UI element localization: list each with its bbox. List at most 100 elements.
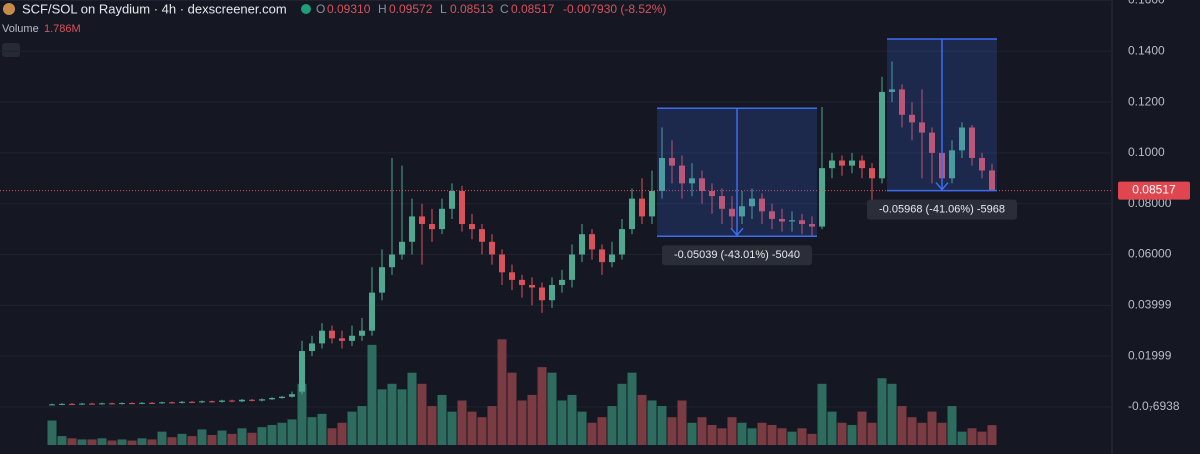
candle-body [289, 394, 295, 397]
candle-body [689, 178, 695, 184]
volume-bar [527, 394, 537, 445]
measure-label: -0.05039 (-43.01%) -5040 [674, 249, 800, 261]
candle-body [889, 89, 895, 92]
measure-label-box [867, 199, 1017, 220]
y-tick-label: 0.1200 [1128, 94, 1165, 108]
volume-bar [117, 439, 127, 445]
candle-body [679, 165, 685, 184]
candle-body [859, 160, 865, 169]
candle-body [479, 229, 485, 242]
volume-bar [377, 389, 387, 445]
candle-body [699, 178, 705, 192]
candle-body [379, 267, 385, 293]
candle-body [449, 191, 455, 209]
y-tick-label: 0.1000 [1128, 145, 1165, 159]
volume-bar [817, 383, 827, 445]
volume-bar [507, 372, 517, 445]
candle-body [589, 234, 595, 250]
measure-arrowhead [935, 182, 949, 191]
volume-bar [857, 411, 867, 445]
candle-body [219, 400, 225, 402]
candle-body [389, 254, 395, 268]
volume-bar [777, 428, 787, 445]
volume-bar [497, 339, 507, 445]
y-tick-label: 0.03999 [1128, 297, 1172, 311]
volume-bar [487, 406, 497, 445]
candle-body [489, 241, 495, 255]
volume-bar [107, 440, 117, 445]
volume-bar [57, 436, 67, 445]
volume-bar [937, 422, 947, 445]
candle-body [639, 198, 645, 217]
candle-body [359, 330, 365, 336]
volume-bar [477, 417, 487, 445]
measure-arrowhead [730, 227, 744, 237]
candle-body [669, 157, 675, 166]
candle-body [49, 404, 55, 406]
collapse-button[interactable] [2, 43, 20, 57]
header-l-key: L [440, 2, 447, 16]
candle-body [119, 403, 125, 405]
volume-bar [457, 400, 467, 445]
candle-body [129, 403, 135, 405]
y-tick-label: -0.0₇6938 [1128, 399, 1180, 413]
candle-body [69, 403, 75, 405]
measure-label: -0.05968 (-41.06%) -5968 [879, 203, 1005, 215]
candle-body [569, 254, 575, 280]
candle-body [779, 218, 785, 222]
candle-body [979, 157, 985, 171]
volume-bar [847, 424, 857, 445]
volume-bar [557, 400, 567, 445]
volume-bar [787, 431, 797, 445]
volume-bar [297, 383, 307, 445]
candle-body [719, 196, 725, 209]
candle-body [499, 254, 505, 273]
candle-body [609, 254, 615, 263]
candle-body [89, 403, 95, 405]
last-price-label: 0.08517 [1132, 183, 1176, 197]
candle-body [519, 279, 525, 285]
volume-bar [247, 432, 257, 445]
volume-bar [687, 422, 697, 445]
volume-bar [357, 406, 367, 445]
volume-bar [827, 411, 837, 445]
volume-bar [717, 428, 727, 445]
volume-bar [977, 431, 987, 445]
volume-bar [437, 394, 447, 445]
volume-bar [767, 424, 777, 445]
candle-body [659, 157, 665, 192]
candle-body [959, 127, 965, 151]
volume-bar [957, 431, 967, 445]
candle-body [149, 402, 155, 404]
volume-bar [517, 400, 527, 445]
volume-bar [737, 422, 747, 445]
candle-body [59, 403, 65, 405]
candle-body [439, 208, 445, 230]
volume-bar [797, 428, 807, 445]
volume-bar [67, 438, 77, 445]
token-icon [3, 3, 15, 15]
volume-bar [157, 431, 167, 445]
header-h-key: H [378, 2, 387, 16]
volume-bar [127, 440, 137, 445]
candle-body [269, 398, 275, 400]
volume-bar [317, 413, 327, 445]
candle-body [509, 272, 515, 280]
header-o: 0.09310 [327, 2, 371, 16]
volume-bar [547, 372, 557, 445]
volume-bar [897, 406, 907, 445]
candle-body [649, 191, 655, 217]
candle-body [319, 330, 325, 344]
candle-body [369, 292, 375, 331]
volume-bar [387, 383, 397, 445]
status-dot [301, 4, 311, 14]
candle-body [309, 343, 315, 352]
volume-bar [257, 427, 267, 445]
candle-body [709, 191, 715, 197]
volume-bar [87, 439, 97, 445]
candle-body [559, 279, 565, 285]
candle-body [909, 114, 915, 123]
volume-bar [397, 389, 407, 445]
